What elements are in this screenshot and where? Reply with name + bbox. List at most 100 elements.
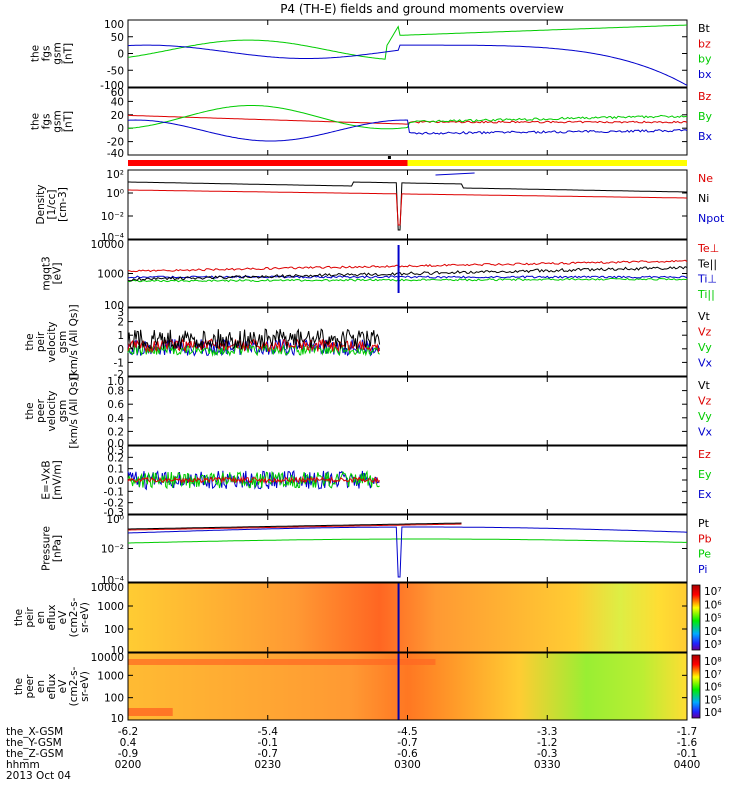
y-tick-label: -2 [114,369,124,381]
legend-entry: Ne [698,172,713,185]
legend-entry: Vz [698,395,712,408]
series-Npot [435,172,475,176]
legend-entry: Vy [698,341,712,354]
y-tick-label: 3 [117,307,124,319]
y-axis-label: Pressure[nPa] [41,526,64,571]
legend-entry: Vx [698,426,713,439]
y-tick-label: 10000 [91,582,124,594]
y-axis-label-line: gsm [57,331,69,353]
colorbar [691,654,701,719]
x-axis-value: -5.4 [258,726,279,738]
y-tick-label: 10⁰ [106,188,124,200]
x-axis-value: 0200 [115,759,142,771]
y-axis-label-line: [km/s (All Qs)] [68,373,80,448]
y-tick-label: 0.3 [107,445,124,457]
colorbar-tick-label: 10⁵ [704,694,722,706]
colorbar-tick-label: 10⁶ [704,682,722,694]
velocity-noise [127,343,380,357]
series-bx [127,44,688,86]
y-tick-label: 10⁻⁴ [101,232,124,244]
y-axis-label-line: peer [35,398,47,423]
y-tick-label: 10 [111,645,124,657]
legend-entry: bz [698,37,711,50]
series-Pi [127,526,688,578]
legend-entry: Vt [698,310,711,323]
panel-density: 10² 10⁰ 10⁻² 10⁻⁴ Density[1/cc][cm-3] Ne Ni Npo… [35,169,725,244]
x-axis-value: -4.5 [397,726,418,738]
y-axis-label-line: velocity [46,321,58,362]
y-axis-label-line: peer [24,674,36,699]
y-axis-label-line: peir [24,607,36,628]
x-axis-value: -0.6 [397,748,418,760]
y-tick-label: 0.6 [107,399,124,411]
y-axis-label-line: the [24,333,36,350]
panel-peer_velocity: 1.00.80.6 0.40.20.0 thepeervelocitygsm[km/… [24,373,713,450]
x-axis-row-label: the_Z-GSM [6,748,64,760]
colorbar-tick-label: 10⁴ [704,707,722,719]
colorbar-tick-label: 10⁷ [704,669,722,681]
y-tick-label: -100 [100,80,124,92]
y-axis-label-line: en [35,680,47,693]
legend-entry: Te⊥ [697,242,719,255]
y-tick-label: 0.1 [107,464,124,476]
legend-entry: by [698,53,712,66]
x-axis-value: -0.7 [397,737,418,749]
y-axis-label-line: [1/cc] [46,190,58,220]
series-Pt [128,522,462,530]
colorbar-tick-label: 10⁵ [704,613,722,625]
legend-entry: Te|| [697,257,717,270]
series-Ni [128,181,687,231]
y-axis-label: thepeervelocitygsm[km/s (All Qs)] [24,373,80,448]
y-axis-label-line: velocity [46,390,58,431]
x-axis-value: 0330 [534,759,561,771]
y-axis-label: thefgsgsm[nT] [30,110,75,132]
x-axis-value: -1.7 [677,726,698,738]
y-axis-label-line: [nPa] [52,535,64,562]
y-tick-label: 10⁻² [101,211,124,223]
y-tick-label: 0.8 [107,386,124,398]
legend-entry: By [698,110,713,123]
series-Ti|| [127,277,688,283]
y-tick-label: 100 [104,300,124,312]
panel-frame [127,169,688,240]
velocity-noise [127,470,380,490]
x-axis-value: -0.1 [258,737,279,749]
y-tick-label: 10000 [91,652,124,664]
x-axis-value: 0400 [674,759,701,771]
legend-entry: Npot [698,212,725,225]
y-tick-label: 1000 [97,670,124,682]
mode-bar [128,156,687,166]
legend-entry: Pb [698,532,712,545]
x-axis-value: -3.3 [537,726,558,738]
legend-entry: Vx [698,357,713,370]
y-axis-label: thepeerenefluxeV(cm2-s-sr-eV) [13,666,91,706]
y-axis-label-line: gsm [52,110,64,132]
spectrogram-band [128,659,436,665]
panels: 100500-50-100thefgsgsm[nT]Btbzbybx604020… [13,19,725,725]
y-axis-label-line: Density [35,185,47,225]
panel-frame [127,19,688,88]
panel-frame [127,376,688,446]
y-axis-label-line: (cm2-s- [68,666,80,706]
y-axis-label-line: [nT] [63,43,75,64]
y-tick-label: 0.2 [107,452,124,464]
colorbar-tick-label: 10⁶ [704,599,722,611]
y-axis-label: thepeirvelocitygsm[km/s (All Qs)] [24,304,80,379]
y-tick-label: 1.0 [107,376,124,388]
y-tick-label: 60 [111,87,124,99]
x-axis-value: 0.4 [120,737,137,749]
series-Te|| [128,265,688,282]
legend-entry: Ti|| [697,288,715,301]
y-tick-label: 40 [111,96,124,108]
legend-entry: Vy [698,410,712,423]
series-Ne [128,189,687,226]
series-Pe [128,538,687,544]
y-tick-label: -1 [114,357,124,369]
legend-entry: Pe [698,548,711,561]
y-axis-label-line: mgqt3 [41,256,53,290]
series-Pb [128,523,462,531]
y-axis-label: mgqt3[eV] [41,256,64,290]
x-axis-date: 2013 Oct 04 [6,770,71,782]
y-axis-label-line: the [13,609,25,626]
